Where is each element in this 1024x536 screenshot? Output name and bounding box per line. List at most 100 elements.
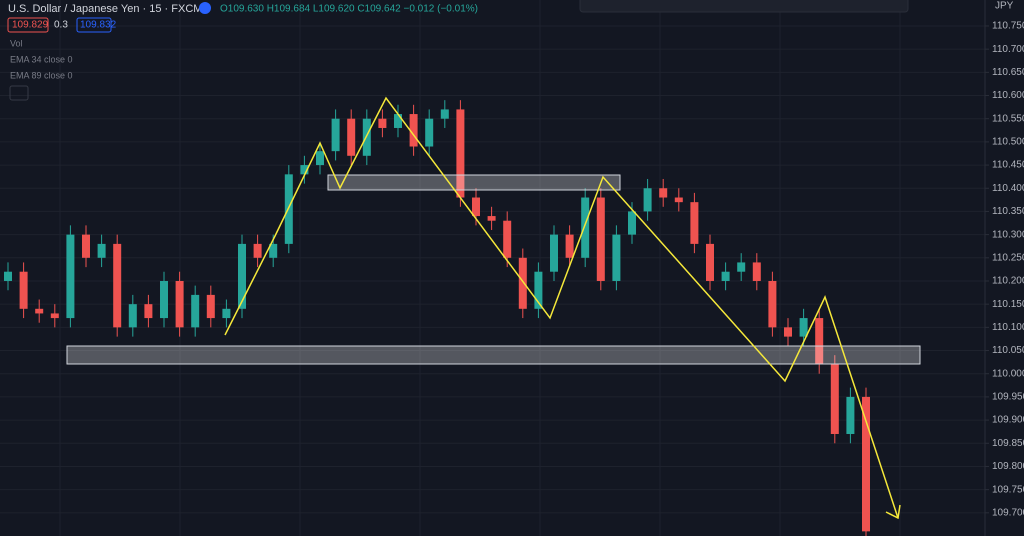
candle-body	[612, 234, 621, 281]
chart-title: U.S. Dollar / Japanese Yen · 15 · FXCM	[8, 3, 202, 15]
candle-body	[50, 313, 59, 319]
y-tick-label: 110.000	[992, 368, 1024, 379]
y-tick-label: 109.850	[992, 438, 1024, 449]
y-tick-label: 110.700	[992, 44, 1024, 55]
candle-body	[628, 211, 636, 235]
candle-body	[409, 114, 418, 147]
y-tick-label: 110.100	[992, 322, 1024, 333]
candle-body	[846, 396, 855, 434]
candle-body	[721, 271, 730, 281]
y-tick-label: 110.350	[992, 206, 1024, 217]
candle-body	[300, 165, 309, 175]
candle-body	[565, 234, 574, 258]
y-tick-label: 110.750	[992, 21, 1024, 32]
candle-body	[581, 197, 590, 258]
candle-body	[784, 327, 792, 337]
candle-body	[35, 308, 44, 314]
candle-body	[253, 243, 262, 258]
candle-body	[66, 234, 75, 319]
grid	[0, 0, 985, 536]
y-tick-label: 110.050	[992, 345, 1024, 356]
y-tick-label: 110.550	[992, 113, 1024, 124]
y-tick-label: 109.950	[992, 392, 1024, 403]
indicator: EMA 89 close 0	[10, 70, 73, 80]
candle-body	[472, 197, 480, 217]
y-tick-label: 110.500	[992, 137, 1024, 148]
collapse-button[interactable]	[9, 85, 29, 101]
y-tick-label: 109.700	[992, 507, 1024, 518]
zigzag-line	[224, 96, 899, 519]
candle-body	[97, 243, 106, 258]
zone-rect	[66, 345, 921, 365]
spread: 0.3	[54, 20, 68, 31]
candle-body	[160, 280, 168, 319]
candle-body	[659, 188, 668, 198]
ask-box[interactable]	[76, 17, 112, 33]
candle-body	[82, 234, 90, 258]
candle-body	[550, 234, 558, 272]
bid: 109.829	[12, 20, 49, 31]
candle-body	[331, 118, 340, 152]
toolbar[interactable]	[579, 0, 909, 13]
candle-body	[113, 243, 122, 328]
ask: 109.832	[80, 20, 117, 31]
candle-body	[378, 118, 387, 128]
candle-body	[690, 202, 699, 244]
candle-body	[269, 243, 278, 258]
candle-body	[596, 197, 605, 281]
y-tick-label: 110.600	[992, 90, 1024, 101]
candle-body	[347, 118, 356, 156]
candle-body	[144, 304, 153, 319]
candle-body	[862, 396, 870, 532]
candle-body	[503, 220, 512, 258]
candle-body	[440, 109, 449, 119]
arrow-head	[885, 504, 901, 520]
candle-body	[175, 280, 184, 328]
y-tick-label: 110.250	[992, 252, 1024, 263]
candle-body	[222, 308, 231, 319]
candle-body	[316, 151, 324, 166]
candle-body	[706, 243, 714, 281]
indicator: Vol	[10, 38, 23, 48]
candle-body	[456, 109, 465, 198]
candle-body	[191, 294, 200, 328]
y-tick-label: 109.900	[992, 415, 1024, 426]
zone-rect	[327, 174, 621, 191]
candle-body	[425, 118, 434, 147]
bid-box[interactable]	[7, 17, 49, 33]
candle-body	[4, 271, 12, 281]
y-tick-label: 110.200	[992, 276, 1024, 287]
candle-body	[815, 318, 824, 365]
candle-body	[206, 294, 215, 319]
y-tick-label: 109.750	[992, 484, 1024, 495]
price-scale: 110.750 110.700 110.650 110.600 110.550 110.5…	[985, 21, 1024, 518]
drawings	[66, 96, 921, 520]
candle-body	[394, 114, 402, 128]
ohlc: O109.630 H109.684 L109.620 C109.642 −0.0…	[220, 4, 478, 15]
candle-body	[19, 271, 28, 309]
price-axis	[985, 0, 1024, 536]
candle-body	[752, 262, 761, 281]
candle-body	[674, 197, 683, 203]
candle-body	[799, 318, 808, 337]
indicator: EMA 34 close 0	[10, 54, 73, 64]
currency: JPY	[995, 1, 1014, 12]
y-tick-label: 110.650	[992, 67, 1024, 78]
candle-body	[737, 262, 746, 272]
y-tick-label: 110.400	[992, 183, 1024, 194]
candle-body	[362, 118, 371, 156]
candle-body	[830, 364, 839, 434]
candles	[4, 100, 870, 536]
y-tick-label: 109.800	[992, 461, 1024, 472]
y-tick-label: 110.150	[992, 299, 1024, 310]
replay-button[interactable]	[199, 2, 211, 14]
candle-body	[487, 216, 496, 221]
candle-body	[128, 304, 137, 328]
candle-body	[643, 188, 652, 212]
candle-body	[768, 280, 777, 328]
candle-body	[518, 257, 527, 309]
candle-body	[534, 271, 543, 309]
candle-body	[238, 243, 246, 309]
y-tick-label: 110.300	[992, 229, 1024, 240]
